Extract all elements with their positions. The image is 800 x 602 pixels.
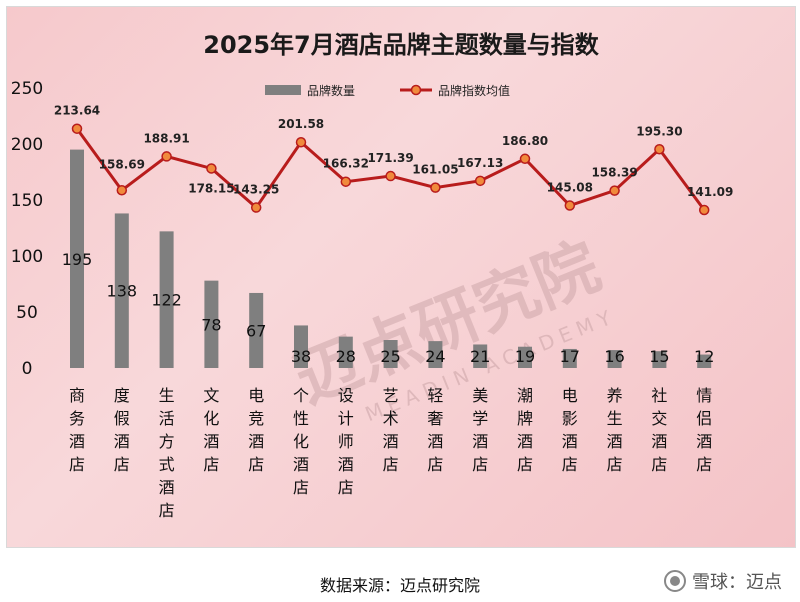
line-point: [564, 200, 576, 211]
category-label: 商务酒店: [69, 386, 85, 474]
bar: [114, 213, 129, 368]
line-value-label: 171.39: [367, 151, 413, 165]
bar: [294, 325, 308, 368]
bar: [383, 340, 398, 368]
category-label: 文化酒店: [203, 386, 219, 474]
chart-title: 2025年7月酒店品牌主题数量与指数: [203, 31, 599, 59]
line-point: [698, 204, 710, 216]
y-tick-label: 250: [11, 79, 43, 99]
legend: 品牌数量 品牌指数均值: [265, 83, 510, 98]
line-value-label: 178.15: [188, 181, 234, 195]
bar: [159, 231, 174, 368]
bar-value-label: 25: [380, 347, 400, 366]
footer-brand: 雪球：迈点: [664, 568, 782, 594]
bar: [518, 346, 532, 368]
y-tick-label: 0: [22, 359, 33, 379]
line-point: [340, 176, 352, 187]
category-label: 电竞酒店: [248, 386, 264, 474]
line-value-label: 158.39: [591, 166, 637, 180]
bar-value-label: 78: [201, 315, 221, 334]
category-label: 电影酒店: [562, 386, 578, 474]
bar-value-label: 138: [107, 282, 138, 301]
y-tick-label: 50: [16, 303, 38, 323]
y-tick-label: 200: [11, 135, 43, 155]
bar-value-label: 12: [694, 347, 714, 366]
legend-line-marker: [410, 84, 422, 96]
bar: [473, 344, 488, 368]
bar-value-label: 19: [515, 347, 535, 366]
bar: [697, 354, 712, 368]
category-label: 生活方式酒店: [159, 386, 175, 520]
line-value-label: 213.64: [54, 104, 100, 118]
chart-svg: 迈点研究院 MEADIN ACADEMY 2025年7月酒店品牌主题数量与指数 …: [11, 31, 734, 520]
bar: [562, 348, 577, 368]
line-point: [430, 182, 441, 193]
category-label: 社交酒店: [651, 386, 667, 474]
line-point: [250, 202, 262, 213]
bar-value-label: 122: [151, 291, 182, 310]
category-label: 度假酒店: [114, 386, 130, 474]
source-caption: 数据来源：迈点研究院: [319, 576, 480, 595]
line-point: [116, 185, 128, 196]
y-tick-label: 150: [11, 191, 43, 211]
bar-value-label: 38: [291, 347, 311, 366]
line-point: [161, 151, 172, 162]
line-value-label: 141.09: [687, 185, 733, 199]
category-label: 个性化酒店: [293, 386, 309, 497]
bar-value-label: 28: [336, 347, 356, 366]
line-point: [295, 136, 307, 148]
line-value-label: 195.30: [636, 124, 682, 138]
bar: [204, 280, 219, 368]
category-label: 艺术酒店: [383, 386, 399, 474]
bar-series: 195 138 122 78 67 38 28 25 24 21 19 17 16 15 12: [62, 149, 714, 368]
bar-value-label: 15: [649, 347, 669, 366]
line-value-label: 201.58: [278, 117, 324, 131]
line-value-label: 186.80: [502, 134, 548, 148]
category-label: 轻奢酒店: [427, 386, 443, 474]
legend-bar-swatch: [265, 85, 301, 95]
line-point: [385, 170, 396, 182]
bar-value-label: 24: [425, 347, 445, 366]
bar-value-label: 16: [604, 347, 624, 366]
line-value-label: 158.69: [99, 157, 145, 171]
bar: [607, 350, 622, 368]
line-point: [71, 123, 83, 134]
line-point: [654, 144, 665, 155]
footer-brand-text: 雪球：迈点: [692, 572, 782, 593]
category-label: 情侣酒店: [696, 386, 712, 474]
bar-value-label: 17: [560, 347, 580, 366]
y-axis: 0 50 100 150 200 250: [11, 79, 43, 379]
bar: [428, 341, 443, 368]
line-value-label: 188.91: [143, 131, 189, 145]
line-value-label: 166.32: [323, 157, 369, 171]
bar-value-label: 21: [470, 347, 490, 366]
chart-panel: 迈点研究院 MEADIN ACADEMY 2025年7月酒店品牌主题数量与指数 …: [6, 6, 796, 548]
legend-line-label: 品牌指数均值: [438, 83, 510, 98]
line-point: [609, 185, 620, 196]
legend-bar-label: 品牌数量: [307, 83, 355, 98]
line-value-label: 161.05: [412, 163, 458, 177]
line-value-label: 145.08: [547, 181, 593, 195]
y-tick-label: 100: [11, 247, 43, 267]
category-labels: 商务酒店 度假酒店 生活方式酒店 文化酒店 电竞酒店 个性化酒店 设计师酒店 艺术酒店 轻奢酒店…: [69, 386, 712, 520]
line-value-label: 167.13: [457, 156, 503, 170]
line-value-label: 143.25: [233, 183, 279, 197]
line-point: [206, 163, 217, 174]
bar: [70, 149, 84, 368]
bar: [338, 336, 353, 368]
category-label: 养生酒店: [607, 386, 623, 474]
bar: [249, 292, 264, 368]
snowball-logo-icon: [664, 570, 686, 592]
line-point: [519, 153, 531, 165]
category-label: 美学酒店: [472, 386, 488, 474]
line-point: [474, 175, 486, 187]
category-label: 设计师酒店: [338, 386, 354, 497]
bar-value-label: 195: [62, 250, 93, 269]
category-label: 潮牌酒店: [517, 386, 533, 474]
bar-value-label: 67: [246, 321, 266, 340]
bar: [652, 351, 667, 368]
